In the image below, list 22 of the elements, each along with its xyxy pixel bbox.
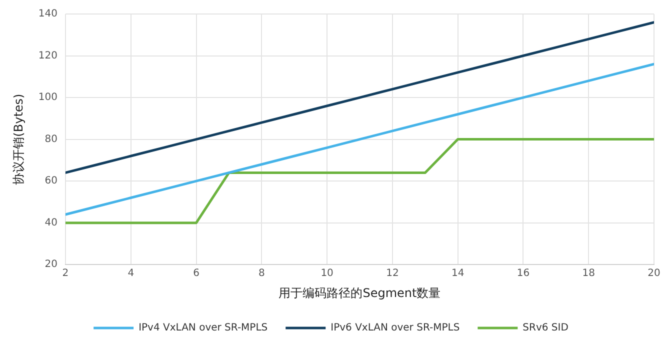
legend-label: IPv6 VxLAN over SR-MPLS (330, 322, 460, 334)
y-tick-label: 20 (44, 259, 58, 270)
x-tick-label: 20 (648, 268, 660, 280)
y-tick-label: 100 (38, 92, 58, 104)
x-tick-label: 14 (451, 268, 464, 280)
x-tick-label: 10 (320, 268, 334, 280)
y-tick-label: 80 (44, 134, 58, 145)
x-axis-title: 用于编码路径的Segment数量 (278, 286, 441, 300)
legend-label: IPv4 VxLAN over SR-MPLS (138, 322, 268, 334)
legend-label: SRv6 SID (522, 322, 569, 334)
x-tick-label: 6 (193, 268, 200, 280)
x-tick-label: 16 (516, 268, 530, 280)
x-tick-label: 2 (62, 268, 69, 280)
y-tick-label: 120 (38, 50, 58, 62)
y-axis-title: 协议开销(Bytes) (11, 94, 26, 185)
y-tick-label: 140 (38, 8, 58, 20)
x-tick-label: 4 (128, 268, 134, 280)
x-tick-label: 18 (582, 268, 595, 280)
y-tick-label: 60 (44, 176, 58, 187)
y-tick-label: 40 (44, 217, 58, 228)
x-tick-label: 12 (386, 268, 399, 280)
x-tick-label: 8 (258, 268, 265, 280)
